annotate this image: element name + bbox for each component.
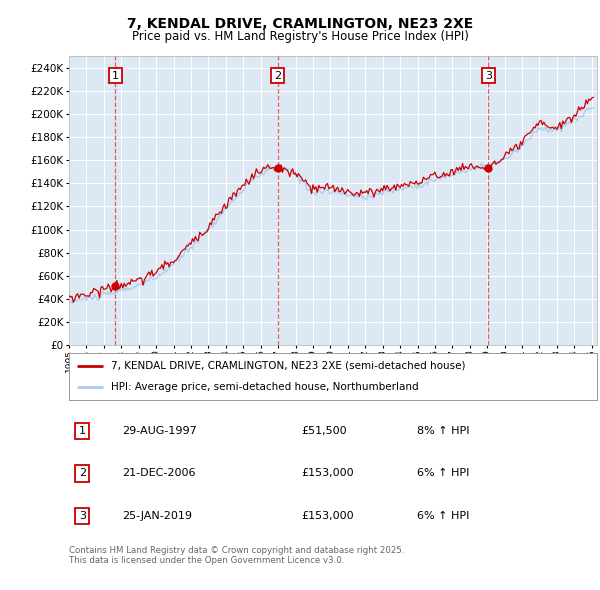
- Text: Price paid vs. HM Land Registry's House Price Index (HPI): Price paid vs. HM Land Registry's House …: [131, 30, 469, 43]
- Text: 29-AUG-1997: 29-AUG-1997: [122, 426, 197, 436]
- Text: 6% ↑ HPI: 6% ↑ HPI: [418, 511, 470, 521]
- Text: £51,500: £51,500: [301, 426, 347, 436]
- Text: 7, KENDAL DRIVE, CRAMLINGTON, NE23 2XE: 7, KENDAL DRIVE, CRAMLINGTON, NE23 2XE: [127, 17, 473, 31]
- Text: 3: 3: [485, 71, 492, 81]
- Text: 25-JAN-2019: 25-JAN-2019: [122, 511, 192, 521]
- Text: £153,000: £153,000: [301, 468, 354, 478]
- Text: 21-DEC-2006: 21-DEC-2006: [122, 468, 196, 478]
- Text: Contains HM Land Registry data © Crown copyright and database right 2025.
This d: Contains HM Land Registry data © Crown c…: [69, 546, 404, 565]
- Text: 8% ↑ HPI: 8% ↑ HPI: [418, 426, 470, 436]
- Text: 1: 1: [112, 71, 119, 81]
- Text: HPI: Average price, semi-detached house, Northumberland: HPI: Average price, semi-detached house,…: [111, 382, 419, 392]
- Text: 7, KENDAL DRIVE, CRAMLINGTON, NE23 2XE (semi-detached house): 7, KENDAL DRIVE, CRAMLINGTON, NE23 2XE (…: [111, 360, 466, 371]
- Text: 1: 1: [79, 426, 86, 436]
- Text: 3: 3: [79, 511, 86, 521]
- Text: 2: 2: [274, 71, 281, 81]
- Text: £153,000: £153,000: [301, 511, 354, 521]
- Text: 2: 2: [79, 468, 86, 478]
- Text: 6% ↑ HPI: 6% ↑ HPI: [418, 468, 470, 478]
